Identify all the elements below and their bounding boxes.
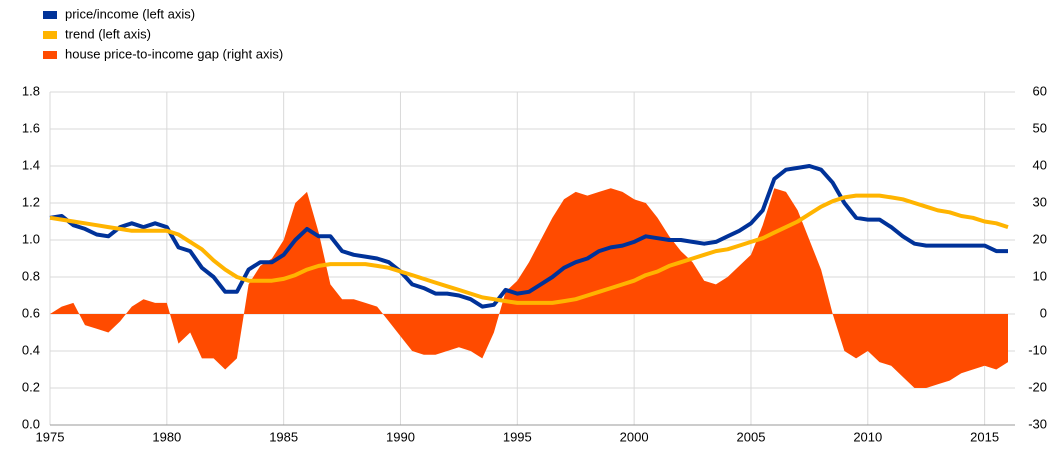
legend-label: trend (left axis) xyxy=(65,26,151,41)
y2-tick-label: 50 xyxy=(1033,120,1047,135)
x-tick-label: 2000 xyxy=(620,429,649,444)
y2-tick-label: -10 xyxy=(1028,342,1047,357)
x-tick-label: 1985 xyxy=(269,429,298,444)
legend-label: price/income (left axis) xyxy=(65,6,195,21)
legend-swatch xyxy=(43,51,57,59)
y2-tick-label: -20 xyxy=(1028,379,1047,394)
y-tick-label: 1.8 xyxy=(22,83,40,98)
y2-tick-label: 40 xyxy=(1033,157,1047,172)
line xyxy=(49,164,1008,309)
x-tick-label: 2015 xyxy=(970,429,999,444)
y-tick-label: 0.0 xyxy=(22,416,40,431)
legend-swatch xyxy=(43,31,57,39)
y-tick-label: 1.0 xyxy=(22,231,40,246)
y2-tick-label: 20 xyxy=(1033,231,1047,246)
y-tick-label: 1.4 xyxy=(22,157,40,172)
y2-tick-label: -30 xyxy=(1028,416,1047,431)
x-tick-label: 2010 xyxy=(853,429,882,444)
y-tick-label: 1.2 xyxy=(22,194,40,209)
y-tick-label: 0.6 xyxy=(22,305,40,320)
x-tick-label: 1980 xyxy=(152,429,181,444)
x-tick-label: 1975 xyxy=(36,429,65,444)
y2-tick-label: 0 xyxy=(1040,305,1047,320)
y-tick-label: 0.8 xyxy=(22,268,40,283)
legend-swatch xyxy=(43,11,57,19)
legend-label: house price-to-income gap (right axis) xyxy=(65,46,283,61)
line xyxy=(49,193,1009,305)
x-tick-label: 1995 xyxy=(503,429,532,444)
y2-tick-label: 30 xyxy=(1033,194,1047,209)
legend: price/income (left axis) trend (left axis… xyxy=(43,6,283,61)
y2-tick-label: 60 xyxy=(1033,83,1047,98)
area xyxy=(50,188,1008,388)
y-tick-label: 1.6 xyxy=(22,120,40,135)
y-tick-label: 0.4 xyxy=(22,342,40,357)
x-tick-label: 1990 xyxy=(386,429,415,444)
x-tick-label: 2005 xyxy=(737,429,766,444)
y2-tick-label: 10 xyxy=(1033,268,1047,283)
y-tick-label: 0.2 xyxy=(22,379,40,394)
